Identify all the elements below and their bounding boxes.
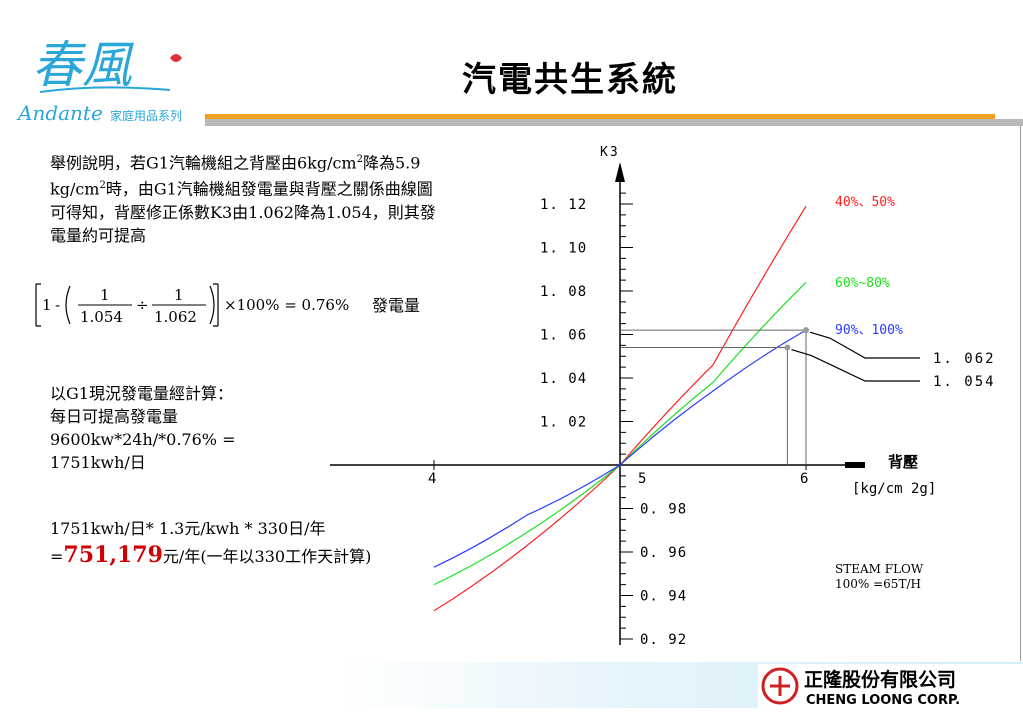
page-title: 汽電共生系統 bbox=[462, 60, 678, 100]
superscript-2b: 2 bbox=[99, 180, 106, 192]
series-legend-label: 60%~80% bbox=[835, 276, 890, 291]
header-rule-orange bbox=[205, 114, 995, 119]
explanation-part2: 降為5.9 kg/cm bbox=[50, 153, 421, 199]
logo-brand-en: Andante bbox=[16, 101, 103, 125]
y-tick-label: 0. 94 bbox=[640, 589, 687, 605]
savings-line2: 元/年(一年以330工作天計算) bbox=[162, 547, 372, 566]
annotation-leader bbox=[791, 348, 920, 382]
annotation-label: 1. 062 bbox=[933, 351, 996, 367]
slide-border bbox=[1020, 126, 1021, 661]
logo-brand-cn: 春風 bbox=[32, 36, 134, 94]
annotation-leader bbox=[809, 331, 920, 359]
y-tick-label: 0. 92 bbox=[640, 632, 687, 648]
y-tick-label: 0. 96 bbox=[640, 545, 687, 561]
logo-swoosh bbox=[39, 86, 171, 93]
company-name-cn: 正隆股份有限公司 bbox=[804, 668, 956, 691]
company-logo: 正隆股份有限公司 CHENG LOONG CORP. bbox=[758, 664, 1023, 708]
x-axis-arrow bbox=[845, 462, 865, 468]
formula-one: 1 bbox=[42, 296, 52, 314]
company-emblem-icon bbox=[761, 667, 799, 705]
formula-num1: 1 bbox=[100, 286, 110, 304]
explanation-part1: 舉例說明，若G1汽輪機組之背壓由6kg/cm bbox=[50, 153, 357, 173]
savings-amount: 751,179 bbox=[63, 542, 163, 568]
y-tick-label: 1. 10 bbox=[540, 241, 587, 257]
formula-suffix: 發電量 bbox=[372, 296, 420, 315]
series-line bbox=[433, 329, 807, 568]
y-tick-label: 1. 08 bbox=[540, 284, 587, 300]
savings-line1: 1751kwh/日* 1.3元/kwh * 330日/年 bbox=[50, 519, 326, 538]
company-name-en: CHENG LOONG CORP. bbox=[806, 693, 960, 708]
calc-line1: 以G1現況發電量經計算： bbox=[50, 384, 233, 403]
x-tick-label: 5 bbox=[638, 471, 646, 487]
andante-logo: 春風 Andante 家庭用品系列 bbox=[10, 20, 205, 130]
formula-den2: 1.062 bbox=[154, 308, 197, 326]
x-axis-label: 背壓 bbox=[888, 453, 918, 471]
formula-div: ÷ bbox=[136, 296, 149, 314]
formula-minus: - bbox=[55, 296, 60, 314]
series-legend-label: 90%、100% bbox=[835, 323, 903, 338]
savings-block: 1751kwh/日* 1.3元/kwh * 330日/年 =751,179元/年… bbox=[50, 516, 430, 570]
explanation-part3: 時，由G1汽輪機組發電量與背壓之關係曲線圖可得知，背壓修正係數K3由1.062降… bbox=[50, 179, 436, 245]
y-tick-label: 1. 02 bbox=[540, 415, 587, 431]
explanation-text: 舉例說明，若G1汽輪機組之背壓由6kg/cm2降為5.9 kg/cm2時，由G1… bbox=[50, 148, 445, 247]
logo-tagline: 家庭用品系列 bbox=[110, 108, 182, 123]
y-axis-arrow bbox=[615, 162, 625, 182]
butterfly-icon bbox=[170, 54, 182, 62]
y-tick-label: 1. 04 bbox=[540, 371, 587, 387]
annotation-point bbox=[803, 327, 809, 334]
formula-den1: 1.054 bbox=[80, 308, 123, 326]
y-tick-label: 1. 06 bbox=[540, 328, 587, 344]
y-axis-label: K3 bbox=[600, 145, 620, 160]
calc-block: 以G1現況發電量經計算： 每日可提高發電量 9600kw*24h/*0.76% … bbox=[50, 382, 330, 474]
x-tick-label: 4 bbox=[428, 471, 436, 487]
series-legend-label: 40%、50% bbox=[835, 195, 895, 210]
x-tick-label: 6 bbox=[800, 471, 808, 487]
savings-eq: = bbox=[50, 547, 64, 566]
formula-num2: 1 bbox=[174, 286, 184, 304]
annotation-point bbox=[784, 344, 791, 351]
header-rule-grey bbox=[205, 119, 1023, 126]
steam-line2: 100% =65T/H bbox=[835, 577, 921, 591]
y-tick-label: 0. 98 bbox=[640, 502, 687, 518]
k3-chart: 1. 12 1. 10 1. 08 1. 06 1. 04 1. 02 0. 98 0. 96… bbox=[325, 140, 1023, 650]
formula-rest: ×100% = 0.76% bbox=[224, 296, 349, 314]
formula: 1 - 1 1.054 ÷ 1 1.062 ×100% = 0.76% 發電量 bbox=[28, 280, 443, 330]
steam-line1: STEAM FLOW bbox=[835, 562, 924, 576]
annotation-label: 1. 054 bbox=[933, 374, 996, 390]
x-axis-unit: [kg/cm 2g] bbox=[852, 481, 936, 497]
calc-line2: 每日可提高發電量 bbox=[50, 407, 179, 426]
y-tick-label: 1. 12 bbox=[540, 197, 587, 213]
calc-line4: 1751kwh/日 bbox=[50, 453, 146, 472]
calc-line3: 9600kw*24h/*0.76% = bbox=[50, 430, 236, 449]
superscript-2: 2 bbox=[356, 154, 363, 165]
steam-flow-note: STEAM FLOW 100% =65T/H bbox=[835, 562, 923, 592]
